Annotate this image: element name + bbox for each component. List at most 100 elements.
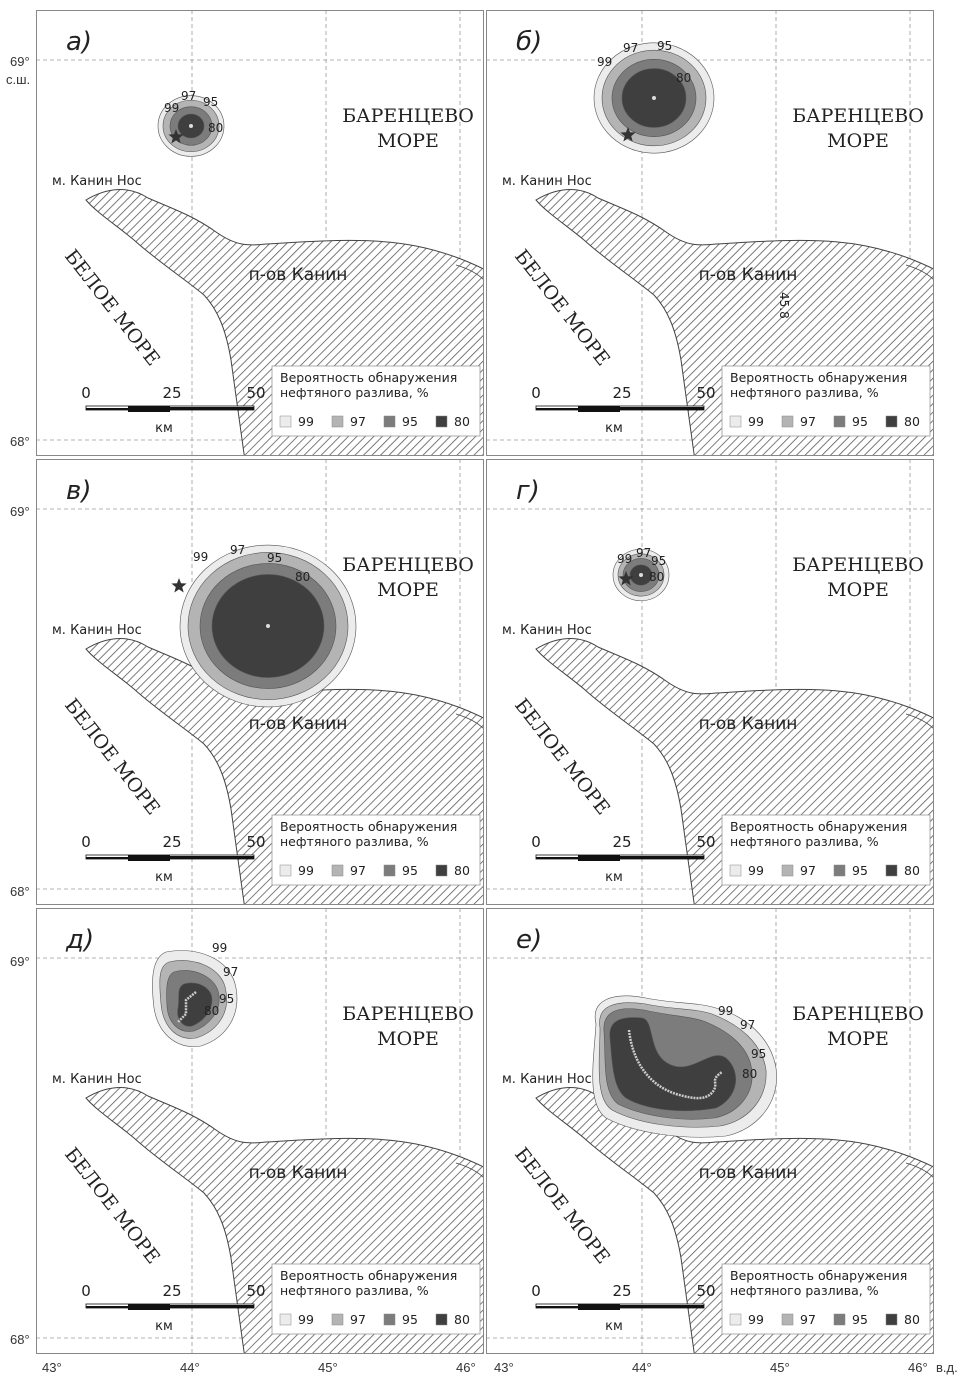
legend-swatch-97	[781, 415, 794, 428]
scale-tick-25: 25	[612, 384, 631, 402]
panel-letter: в)	[66, 476, 91, 506]
legend-swatch-80	[885, 864, 898, 877]
barents-sea-label-2: МОРЕ	[377, 130, 439, 152]
legend-value-97: 97	[350, 863, 366, 878]
scale-unit: км	[605, 870, 623, 885]
lat-label-69-c: 69°	[10, 954, 30, 969]
star-icon	[618, 571, 634, 586]
legend-value-80: 80	[454, 1312, 470, 1327]
legend-title-2: нефтяного разлива, %	[730, 385, 879, 400]
lat-label-68: 68°	[10, 434, 30, 449]
legend-value-99: 99	[298, 414, 314, 429]
scale-tick-0: 0	[81, 833, 91, 851]
cape-label: м. Канин Нос	[52, 174, 142, 189]
scale-tick-50: 50	[696, 833, 715, 851]
scale-tick-25: 25	[162, 833, 181, 851]
contour-label-99: 99	[193, 550, 208, 564]
axis-labels: 69° с.ш. 68° 69° 68° 69° 68° 43° 44° 45° 46° 43° 44°…	[6, 54, 958, 1375]
barents-sea-label-2: МОРЕ	[827, 130, 889, 152]
legend-value-97: 97	[350, 1312, 366, 1327]
contour-label-95: 95	[203, 95, 218, 109]
legend-title-1: Вероятность обнаружения	[280, 1268, 457, 1283]
legend-swatch-80	[885, 415, 898, 428]
panel-letter: а)	[66, 27, 92, 57]
contour-label-99: 99	[617, 552, 632, 566]
legend-swatch-99	[729, 864, 742, 877]
legend-value-99: 99	[298, 1312, 314, 1327]
scale-tick-25: 25	[162, 1282, 181, 1300]
release-point	[639, 573, 643, 577]
barents-sea-label-2: МОРЕ	[377, 579, 439, 601]
contour-label-95: 95	[657, 39, 672, 53]
legend-title-1: Вероятность обнаружения	[280, 819, 457, 834]
contour-label-80: 80	[204, 1004, 219, 1018]
lon-label-4: 43°	[494, 1360, 514, 1375]
legend-swatch-80	[435, 1313, 448, 1326]
panel-letter: д)	[65, 925, 94, 955]
panel-frame	[486, 10, 934, 456]
legend-swatch-99	[279, 864, 292, 877]
legend-swatch-95	[833, 415, 846, 428]
lon-label-2: 45°	[318, 1360, 338, 1375]
scale-unit: км	[605, 421, 623, 436]
map-panel-2: 99 97 95 80 БАРЕНЦЕВО МОРЕ м. Канин Нос п-ов Ка…	[486, 10, 934, 456]
legend-swatch-99	[729, 1313, 742, 1326]
scale-tick-50: 50	[246, 833, 265, 851]
legend-swatch-97	[331, 1313, 344, 1326]
release-point	[266, 624, 270, 628]
legend-swatch-95	[383, 1313, 396, 1326]
contour-label-80: 80	[676, 71, 691, 85]
zone-80	[609, 1017, 736, 1112]
contour-label-80: 80	[295, 570, 310, 584]
panel-letter: е)	[516, 925, 542, 955]
contour-label-99: 99	[597, 55, 612, 69]
lat-label-69: 69°	[10, 54, 30, 69]
legend-value-99: 99	[748, 863, 764, 878]
panel-letter: б)	[516, 27, 542, 57]
legend-swatch-95	[383, 415, 396, 428]
contour-label-80: 80	[649, 570, 664, 584]
lon-label-1: 44°	[180, 1360, 200, 1375]
legend-title-2: нефтяного разлива, %	[280, 1283, 429, 1298]
cape-label: м. Канин Нос	[502, 623, 592, 638]
map-panel-3: 99 97 95 80 БАРЕНЦЕВО МОРЕ м. Канин Нос п-ов Ка…	[36, 459, 484, 905]
contour-label-99: 99	[718, 1004, 733, 1018]
legend-swatch-80	[435, 864, 448, 877]
legend-value-99: 99	[298, 863, 314, 878]
legend-value-97: 97	[800, 863, 816, 878]
lon-label-0: 43°	[42, 1360, 62, 1375]
lat-label-68-b: 68°	[10, 884, 30, 899]
contour-label-80: 80	[742, 1067, 757, 1081]
barents-sea-label: БАРЕНЦЕВО	[792, 554, 924, 576]
star-icon	[168, 129, 184, 144]
drift-track	[177, 991, 197, 1023]
legend-value-97: 97	[800, 1312, 816, 1327]
peninsula-label: п-ов Канин	[699, 714, 798, 734]
drift-track	[627, 1029, 723, 1100]
legend-title-2: нефтяного разлива, %	[730, 834, 879, 849]
scale-bar: 0 25 50 км	[531, 1282, 715, 1334]
panel-frame	[486, 459, 934, 905]
barents-sea-label: БАРЕНЦЕВО	[792, 105, 924, 127]
barents-sea-label-2: МОРЕ	[827, 1028, 889, 1050]
scale-bar: 0 25 50 км	[81, 833, 265, 885]
legend-title-2: нефтяного разлива, %	[280, 834, 429, 849]
legend-title-1: Вероятность обнаружения	[730, 370, 907, 385]
legend-value-80: 80	[454, 414, 470, 429]
scale-bar: 0 25 50 км	[531, 833, 715, 885]
barents-sea-label-2: МОРЕ	[827, 579, 889, 601]
panel-frame	[36, 908, 484, 1354]
legend-title-1: Вероятность обнаружения	[280, 370, 457, 385]
barents-sea-label: БАРЕНЦЕВО	[342, 105, 474, 127]
barents-sea-label: БАРЕНЦЕВО	[342, 554, 474, 576]
legend-title-2: нефтяного разлива, %	[730, 1283, 879, 1298]
legend-swatch-99	[729, 415, 742, 428]
panel-letter: г)	[516, 476, 540, 506]
scale-unit: км	[155, 421, 173, 436]
cape-label: м. Канин Нос	[502, 174, 592, 189]
